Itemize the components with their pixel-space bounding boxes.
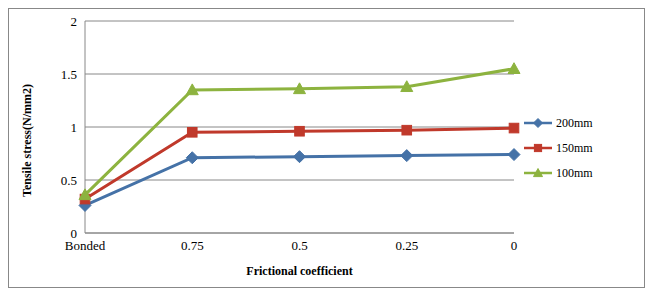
svg-text:1.5: 1.5 — [61, 67, 77, 82]
svg-text:2: 2 — [71, 14, 78, 29]
svg-text:Frictional coefficient: Frictional coefficient — [246, 264, 352, 278]
svg-text:Bonded: Bonded — [64, 238, 106, 254]
svg-text:1: 1 — [71, 120, 78, 135]
svg-text:0: 0 — [71, 226, 78, 241]
svg-text:0.5: 0.5 — [61, 173, 77, 188]
svg-text:0.5: 0.5 — [291, 238, 307, 253]
svg-text:Tensile stress(N/mm2): Tensile stress(N/mm2) — [20, 84, 34, 197]
html-text:100mm: 100mm — [556, 165, 593, 180]
html-text:200mm: 200mm — [556, 115, 593, 130]
svg-text:0.75: 0.75 — [181, 238, 204, 253]
svg-text:0.25: 0.25 — [395, 238, 418, 253]
svg-text:0: 0 — [511, 238, 518, 253]
html-text:150mm: 150mm — [556, 140, 593, 155]
